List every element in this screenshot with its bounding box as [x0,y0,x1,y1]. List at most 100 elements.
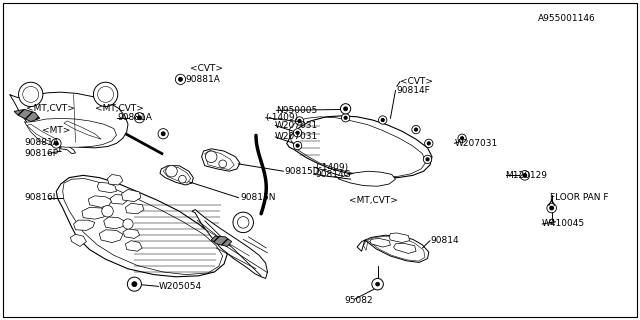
Circle shape [132,282,137,287]
Text: W207031: W207031 [275,132,319,141]
Polygon shape [10,92,128,148]
Polygon shape [14,109,40,122]
Polygon shape [59,145,76,154]
Circle shape [102,205,113,217]
Polygon shape [27,124,61,143]
Circle shape [547,203,557,213]
Text: <MT,CVT>: <MT,CVT> [349,196,397,205]
Circle shape [428,142,431,145]
Circle shape [523,173,527,177]
Text: 90814: 90814 [431,236,460,245]
Text: 90881A: 90881A [117,113,152,122]
Text: (-1409): (-1409) [266,113,299,122]
Circle shape [127,277,141,291]
Polygon shape [389,233,410,243]
Text: 90815N: 90815N [240,193,275,202]
Text: <MT,CVT>: <MT,CVT> [95,104,143,113]
Text: 90816P: 90816P [24,149,58,158]
Circle shape [158,129,168,139]
Polygon shape [108,174,123,185]
Circle shape [372,278,383,290]
Circle shape [205,151,217,163]
Circle shape [381,118,385,122]
Circle shape [175,74,186,84]
Circle shape [237,217,249,228]
Text: N950005: N950005 [276,106,317,115]
Circle shape [342,114,350,122]
Text: 90814F: 90814F [397,86,431,95]
Polygon shape [160,166,193,185]
Polygon shape [64,121,101,139]
Text: 90814G: 90814G [315,170,351,179]
Circle shape [378,116,387,124]
Circle shape [219,160,227,168]
Polygon shape [394,243,416,253]
Circle shape [179,175,186,183]
Circle shape [426,158,429,161]
Circle shape [54,141,58,145]
Circle shape [424,155,432,164]
Circle shape [233,212,253,233]
Polygon shape [287,116,432,178]
Polygon shape [202,149,240,171]
Text: W205054: W205054 [159,282,202,291]
Polygon shape [370,238,390,247]
Circle shape [296,117,304,125]
Text: (-1409): (-1409) [315,163,348,172]
Circle shape [134,113,145,123]
Text: <MT>: <MT> [42,126,70,135]
Circle shape [458,134,467,142]
Polygon shape [357,235,429,262]
Polygon shape [110,195,128,204]
Text: 90881A: 90881A [186,75,220,84]
Text: W207031: W207031 [454,139,498,148]
Text: 95082: 95082 [344,296,373,305]
Polygon shape [70,234,86,246]
Circle shape [23,86,39,102]
Text: <MT,CVT>: <MT,CVT> [26,104,74,113]
Polygon shape [97,182,116,193]
Circle shape [138,116,141,120]
Circle shape [298,119,301,123]
Polygon shape [125,241,142,251]
Polygon shape [338,171,396,186]
Circle shape [93,82,118,107]
Circle shape [412,125,420,134]
Polygon shape [82,207,108,219]
Text: W207031: W207031 [275,121,319,130]
Polygon shape [125,203,144,214]
Polygon shape [24,118,116,147]
Text: 90816I: 90816I [24,193,56,202]
Circle shape [550,206,554,210]
Polygon shape [549,219,554,224]
Circle shape [179,77,182,81]
Text: FLOOR PAN F: FLOOR PAN F [550,193,609,202]
Polygon shape [123,229,140,238]
Text: W410045: W410045 [542,220,585,228]
Circle shape [98,86,114,102]
Polygon shape [88,196,112,207]
Text: 90881A: 90881A [24,138,59,147]
Circle shape [52,139,61,148]
Circle shape [19,82,43,107]
Circle shape [161,132,165,136]
Circle shape [166,165,177,177]
Circle shape [294,129,302,137]
Circle shape [294,141,302,150]
Text: <CVT>: <CVT> [190,64,223,73]
Circle shape [296,131,300,134]
Polygon shape [56,175,227,277]
Polygon shape [211,236,232,246]
Circle shape [520,171,529,180]
Polygon shape [122,189,141,202]
Text: 90815D: 90815D [285,167,321,176]
Circle shape [340,104,351,114]
Circle shape [415,128,418,131]
Polygon shape [192,210,268,278]
Text: <CVT>: <CVT> [400,77,433,86]
Circle shape [344,107,348,111]
Text: M120129: M120129 [506,171,548,180]
Circle shape [425,139,433,148]
Polygon shape [74,220,95,230]
Circle shape [376,282,380,286]
